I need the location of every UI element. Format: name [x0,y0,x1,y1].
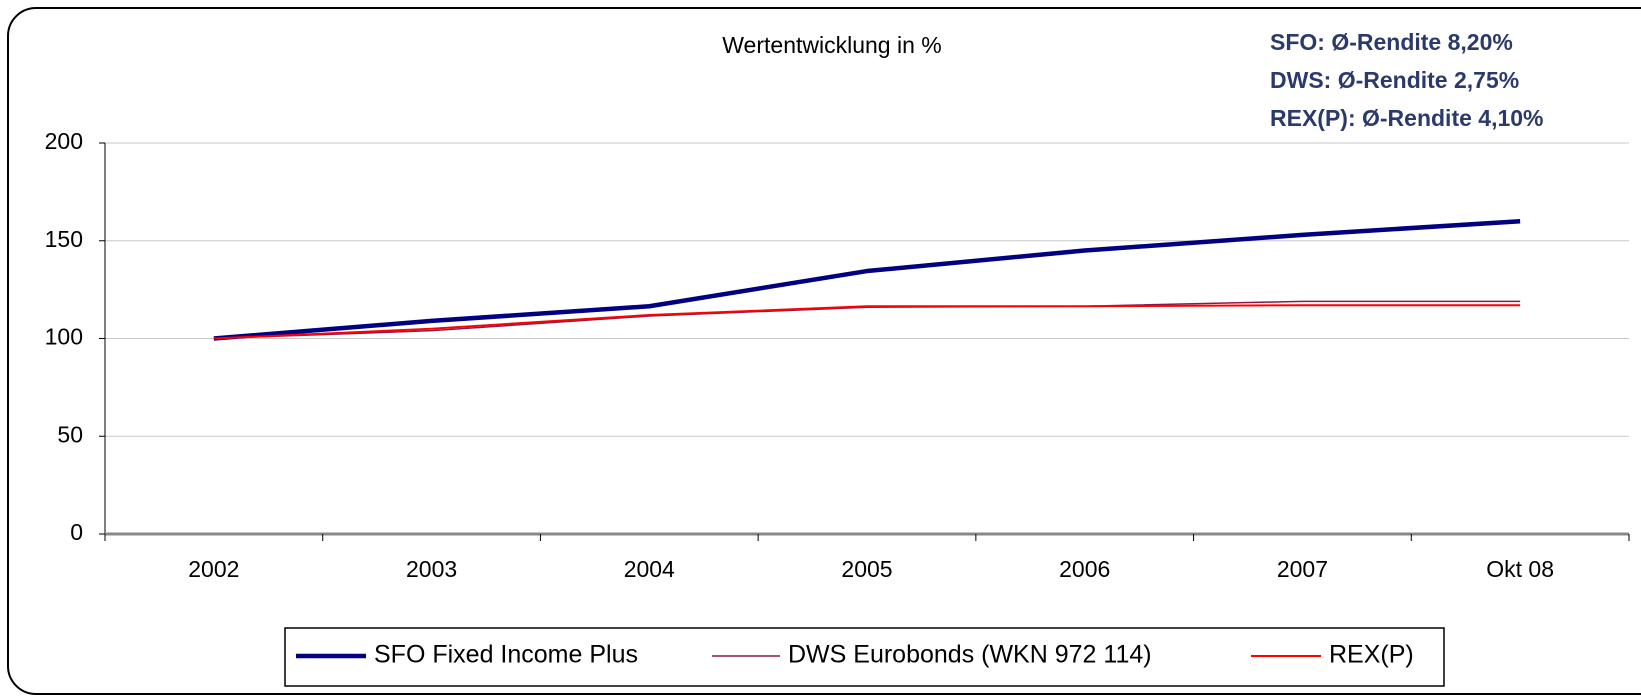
legend-label: REX(P) [1329,641,1414,669]
legend-label: DWS Eurobonds (WKN 972 114) [788,641,1152,669]
x-tick-label: Okt 08 [1486,556,1554,582]
x-tick-label: 2005 [841,556,892,582]
y-tick-label: 0 [70,519,83,545]
y-tick-label: 150 [45,226,83,252]
x-tick-label: 2003 [406,556,457,582]
legend-label: SFO Fixed Income Plus [374,641,638,669]
y-tick-label: 100 [45,324,83,350]
x-tick-label: 2002 [188,556,239,582]
x-tick-label: 2004 [624,556,675,582]
y-tick-label: 200 [45,128,83,154]
x-tick-label: 2006 [1059,556,1110,582]
annotation: SFO: Ø-Rendite 8,20% [1270,29,1513,55]
chart-title: Wertentwicklung in % [722,32,941,58]
series-line [213,304,1521,340]
annotation-box [1252,26,1641,140]
series-line [213,218,1521,341]
legend-box [284,627,1445,687]
chart-frame [7,7,1641,695]
x-tick-label: 2007 [1277,556,1328,582]
annotation: DWS: Ø-Rendite 2,75% [1270,67,1519,93]
y-tick-label: 50 [57,421,83,447]
annotation: REX(P): Ø-Rendite 4,10% [1270,105,1544,131]
